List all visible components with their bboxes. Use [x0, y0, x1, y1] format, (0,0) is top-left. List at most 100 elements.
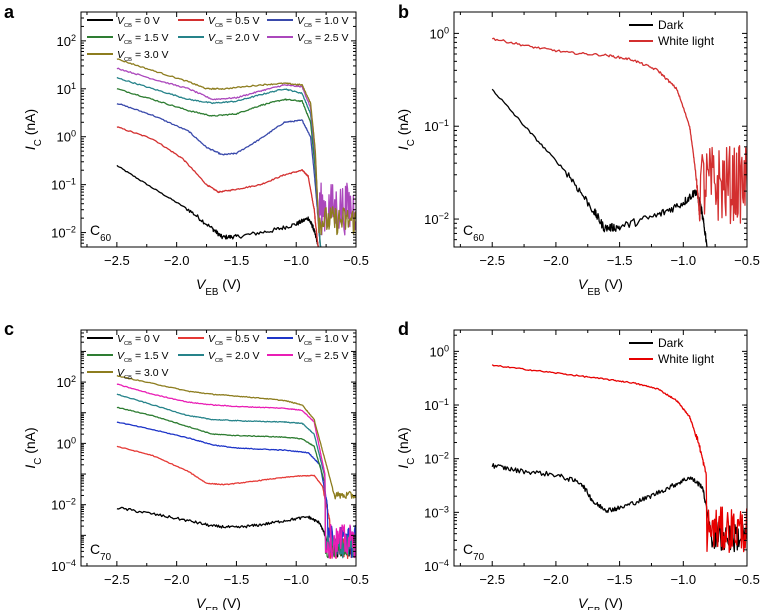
y-tick-label: 102 — [56, 33, 76, 49]
panel-letter: b — [398, 2, 409, 22]
series-line-6 — [116, 58, 356, 236]
legend: VCB = 0 V VCB = 0.5 V VCB = 1.0 V VCB = 1.5… — [87, 15, 349, 63]
y-axis-label: IC (nA) — [22, 427, 44, 468]
y-tick-label: 102 — [56, 374, 76, 390]
x-axis-label: VEB (V) — [196, 595, 241, 610]
series-line-2 — [116, 103, 322, 247]
legend-label: VCB = 0.5 V — [208, 333, 260, 347]
x-axis-label: VEB (V) — [578, 595, 623, 610]
x-tick-label: −1.0 — [283, 572, 309, 587]
legend-label: VCB = 1.0 V — [297, 333, 349, 347]
y-tick-label: 10−1 — [424, 397, 449, 413]
panel-letter: a — [4, 2, 15, 22]
x-tick-label: −1.0 — [670, 572, 696, 587]
panel-d: −2.5 −2.0 −1.5 −1.0 −0.5 10−4 10−3 10−2 10−1 100 V… — [395, 319, 760, 610]
x-tick-label: −1.5 — [607, 572, 633, 587]
y-tick-label: 101 — [56, 81, 76, 97]
series-line-4 — [116, 76, 322, 247]
series-group — [491, 364, 747, 553]
legend-label: VCB = 3.0 V — [117, 367, 169, 381]
series-line-0 — [116, 506, 356, 558]
series-line-1 — [491, 364, 747, 553]
y-axis-label: IC (nA) — [395, 109, 417, 150]
legend-label: White light — [658, 352, 715, 366]
legend-label: VCB = 1.5 V — [117, 350, 169, 364]
x-tick-label: −2.5 — [104, 572, 130, 587]
series-line-5 — [116, 383, 356, 559]
x-tick-label: −1.5 — [224, 253, 250, 268]
y-tick-label: 100 — [56, 129, 76, 145]
y-tick-label: 10−4 — [51, 558, 76, 574]
series-line-5 — [116, 67, 356, 236]
x-tick-label: −2.5 — [479, 253, 505, 268]
x-tick-label: −1.5 — [224, 572, 250, 587]
series-line-1 — [116, 126, 319, 247]
material-label: C70 — [90, 541, 112, 563]
x-tick-label: −2.0 — [164, 253, 190, 268]
series-line-0 — [491, 463, 747, 553]
legend-label: Dark — [658, 336, 684, 350]
panel-a: −2.5 −2.0 −1.5 −1.0 −0.5 10−2 10−1 100 101 102 VEB… — [4, 2, 369, 298]
material-label: C70 — [463, 541, 485, 563]
legend-label: VCB = 2.5 V — [297, 32, 349, 46]
series-line-3 — [116, 88, 322, 247]
x-tick-label: −0.5 — [734, 572, 760, 587]
legend: Dark White light — [629, 18, 715, 48]
series-group — [116, 58, 356, 247]
legend-label: VCB = 2.0 V — [208, 32, 260, 46]
y-tick-label: 100 — [56, 435, 76, 451]
panel-b: −2.5 −2.0 −1.5 −1.0 −0.5 10−2 10−1 100 VEB (V) IC… — [395, 2, 760, 298]
material-label: C60 — [463, 222, 485, 244]
y-tick-label: 10−1 — [424, 118, 449, 134]
legend-label: White light — [658, 34, 715, 48]
series-line-0 — [116, 164, 319, 247]
series-line-6 — [116, 374, 356, 500]
y-tick-label: 10−2 — [51, 225, 76, 241]
x-tick-label: −1.0 — [283, 253, 309, 268]
legend-label: VCB = 2.0 V — [208, 350, 260, 364]
legend-label: VCB = 1.0 V — [297, 15, 349, 29]
x-tick-label: −2.0 — [543, 253, 569, 268]
x-tick-label: −1.5 — [607, 253, 633, 268]
panel-c: −2.5 −2.0 −1.5 −1.0 −0.5 10−4 10−2 100 102 VEB (V… — [4, 319, 369, 610]
legend-label: VCB = 3.0 V — [117, 49, 169, 63]
x-axis-label: VEB (V) — [196, 276, 241, 298]
series-line-1 — [116, 445, 356, 559]
x-tick-label: −2.0 — [164, 572, 190, 587]
legend-label: Dark — [658, 18, 684, 32]
series-line-0 — [491, 88, 708, 247]
y-tick-label: 10−4 — [424, 558, 449, 574]
x-tick-label: −2.5 — [479, 572, 505, 587]
legend-label: VCB = 2.5 V — [297, 350, 349, 364]
legend-label: VCB = 1.5 V — [117, 32, 169, 46]
y-tick-label: 100 — [429, 25, 449, 41]
x-tick-label: −0.5 — [343, 253, 369, 268]
series-line-4 — [116, 393, 356, 559]
panel-letter: c — [4, 319, 14, 339]
series-line-1 — [492, 37, 747, 225]
series-group — [491, 37, 747, 247]
plot-frame — [453, 11, 748, 248]
y-tick-label: 100 — [429, 343, 449, 359]
y-axis-label: IC (nA) — [22, 109, 44, 150]
x-tick-label: −2.0 — [543, 572, 569, 587]
x-tick-label: −2.5 — [104, 253, 130, 268]
plot-frame — [80, 11, 357, 248]
legend: VCB = 0 V VCB = 0.5 V VCB = 1.0 V VCB = 1.5… — [87, 333, 349, 381]
legend: Dark White light — [629, 336, 715, 366]
series-group — [116, 374, 356, 559]
legend-label: VCB = 0.5 V — [208, 15, 260, 29]
y-axis-label: IC (nA) — [395, 427, 417, 468]
legend-label: VCB = 0 V — [117, 15, 160, 29]
y-tick-label: 10−2 — [51, 497, 76, 513]
y-tick-label: 10−3 — [424, 504, 449, 520]
material-label: C60 — [90, 222, 112, 244]
legend-label: VCB = 0 V — [117, 333, 160, 347]
y-tick-label: 10−2 — [424, 451, 449, 467]
x-tick-label: −0.5 — [343, 572, 369, 587]
x-tick-label: −1.0 — [670, 253, 696, 268]
x-axis-label: VEB (V) — [578, 276, 623, 298]
x-tick-label: −0.5 — [734, 253, 760, 268]
y-tick-label: 10−1 — [51, 177, 76, 193]
